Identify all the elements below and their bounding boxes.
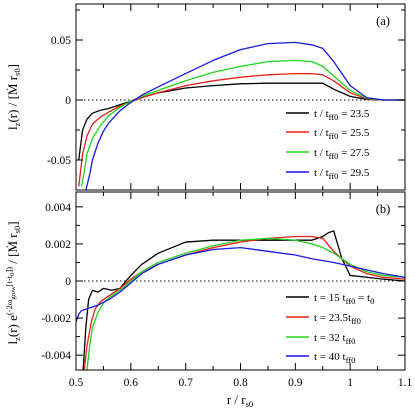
panel-b-x-tick-label: 1.1 (398, 377, 413, 389)
panel-b-x-tick-label: 0.8 (233, 377, 248, 389)
panel-a-y-tick-label: -0.05 (47, 155, 71, 167)
panel-b-y-tick-label: 0.002 (45, 239, 71, 251)
panel-b-x-axis-label: r / rs0 (227, 392, 253, 409)
panel-a-y-tick-label: 0 (65, 95, 71, 107)
panel-b-y-axis-label: lz(r) e(-2ωgrow[t-t0]) / [Ṁ rs0] (4, 221, 22, 344)
legend-b-label-1: t = 15 tff0 = t0 (314, 292, 374, 306)
panel-a-series-line-4 (85, 41, 405, 190)
legend-b-label-2: t = 23.5tff0 (314, 312, 361, 326)
panel-b-x-tick-label: 0.7 (178, 377, 193, 389)
legend-b-label-4: t = 40 tff0 (314, 351, 355, 365)
legend-a-label-1: t / tff0 = 23.5 (314, 108, 370, 122)
panel-a-label: (a) (376, 14, 390, 28)
panel-b-x-tick-label: 0.6 (124, 377, 139, 389)
panel-b-legend: t = 15 tff0 = t0 t = 23.5tff0 t = 32 tff… (286, 292, 374, 365)
panel-a-legend: t / tff0 = 23.5 t / tff0 = 25.5 t / tff0… (286, 108, 370, 181)
panel-b-y-tick-label: 0.004 (45, 202, 71, 214)
panel-b-series-line-4 (76, 246, 405, 323)
panel-b-ticks: -0.004 -0.002 0 0.002 0.004 0.5 0.6 0.7 0.8 0.9 1 1… (41, 192, 412, 389)
panel-b-y-tick-label: -0.004 (41, 350, 71, 362)
panel-b: -0.004 -0.002 0 0.002 0.004 0.5 0.6 0.7 0.8 0.9 1 1… (4, 191, 412, 409)
panel-a-series-line-3 (80, 59, 405, 187)
panel-a-series-line-2 (78, 72, 405, 187)
panel-b-series-group (76, 230, 405, 370)
panel-b-y-tick-label: 0 (65, 276, 71, 288)
panel-b-frame (75, 191, 406, 371)
legend-a-label-4: t / tff0 = 29.5 (314, 167, 370, 181)
panel-a-y-axis-label: lz(r) / [Ṁ rs0] (5, 64, 22, 130)
panel-b-label: (b) (376, 202, 391, 216)
panel-a-series-line-1 (78, 82, 405, 161)
panel-b-x-tick-label: 0.5 (69, 377, 84, 389)
legend-b-label-3: t = 32 tff0 (314, 332, 355, 346)
legend-a-label-2: t / tff0 = 25.5 (314, 127, 370, 141)
panel-a: -0.05 0 0.05 (a) lz(r) / [Ṁ rs0] t / tff0 … (5, 3, 406, 191)
panel-b-x-tick-label: 0.9 (288, 377, 303, 389)
panel-b-y-tick-label: -0.002 (41, 313, 71, 325)
panel-a-y-tick-label: 0.05 (51, 35, 71, 47)
panel-a-series-group (78, 41, 405, 190)
panel-a-frame (75, 3, 406, 191)
legend-a-label-3: t / tff0 = 27.5 (314, 147, 370, 161)
panel-b-x-tick-label: 1 (347, 377, 353, 389)
panel-b-series-line-3 (86, 237, 405, 370)
